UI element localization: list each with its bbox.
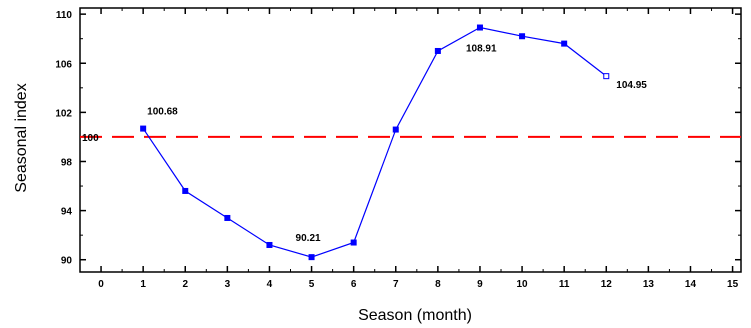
x-tick-label: 2: [182, 279, 188, 290]
y-tick-label: 110: [56, 10, 73, 21]
data-label: 104.95: [616, 80, 647, 91]
data-point: [182, 187, 189, 194]
reference-line-group: 100: [80, 133, 741, 144]
data-label: 108.91: [466, 44, 497, 55]
x-tick-label: 15: [727, 279, 739, 290]
x-tick-label: 7: [393, 279, 399, 290]
data-point: [350, 239, 357, 246]
data-point: [140, 125, 147, 132]
series-group: [140, 24, 610, 261]
y-tick-label: 106: [55, 59, 72, 70]
x-tick-label: 13: [643, 279, 655, 290]
data-point: [266, 241, 273, 248]
data-point: [392, 126, 399, 133]
x-tick-label: 10: [517, 279, 529, 290]
data-point: [308, 254, 315, 261]
x-tick-label: 4: [267, 279, 273, 290]
data-point: [561, 40, 568, 47]
x-tick-label: 3: [225, 279, 231, 290]
series-line: [142, 26, 607, 258]
data-point: [434, 47, 441, 54]
x-tick-label: 12: [601, 279, 613, 290]
x-tick-label: 1: [140, 279, 146, 290]
x-tick-label: 8: [435, 279, 441, 290]
plot-frame-group: [79, 7, 742, 273]
data-label: 100.68: [147, 107, 178, 118]
plot-frame: [79, 7, 742, 273]
data-point: [476, 24, 483, 31]
y-tick-label: 94: [61, 207, 73, 218]
y-tick-label: 90: [61, 256, 73, 267]
data-point: [603, 73, 610, 80]
x-tick-label: 0: [98, 279, 104, 290]
reference-line-label: 100: [82, 133, 99, 144]
y-tick-label: 98: [61, 157, 73, 168]
data-point: [519, 33, 526, 40]
x-tick-label: 6: [351, 279, 357, 290]
data-label: 90.21: [296, 233, 321, 244]
y-axis-title: Seasonal index: [13, 83, 30, 192]
x-tick-label: 11: [559, 279, 570, 290]
x-axis-title: Season (month): [358, 307, 472, 324]
data-labels-group: 100.68 90.21 108.91 104.95: [147, 44, 647, 245]
data-point: [224, 214, 231, 221]
y-tick-label: 102: [55, 108, 72, 119]
x-tick-label: 5: [309, 279, 315, 290]
x-tick-label: 14: [685, 279, 697, 290]
x-tick-label: 9: [477, 279, 483, 290]
